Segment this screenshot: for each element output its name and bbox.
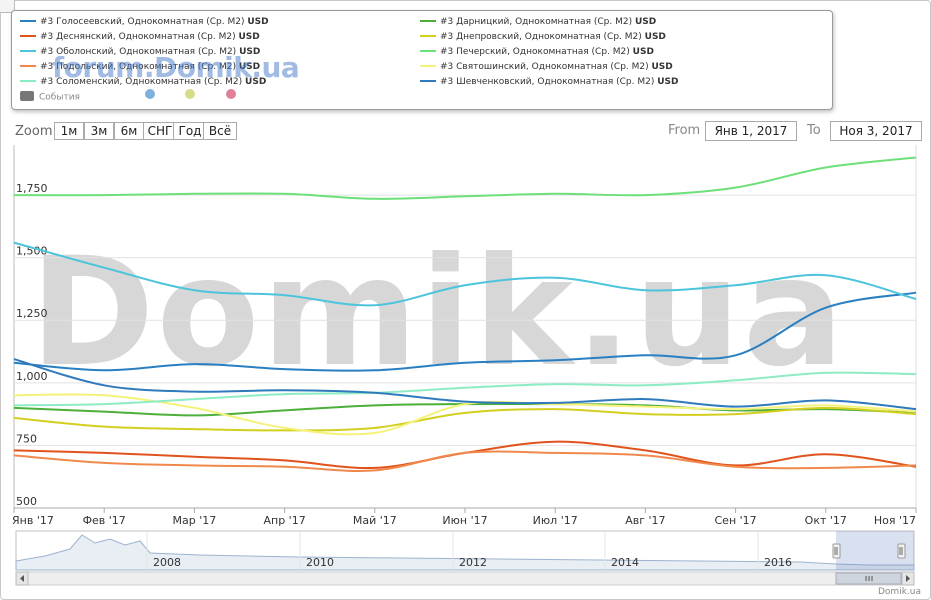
to-label: To bbox=[807, 123, 821, 138]
zoom-all-button[interactable]: Всё bbox=[203, 122, 237, 140]
legend-label: #3 Печерский, Однокомнатная (Ср. М2) bbox=[440, 47, 633, 57]
legend-label: #3 Деснянский, Однокомнатная (Ср. М2) bbox=[40, 32, 239, 42]
credit-link[interactable]: Domik.ua bbox=[878, 587, 921, 597]
zoom-year-button[interactable]: Год bbox=[173, 122, 207, 140]
event-dot-pink[interactable] bbox=[226, 89, 236, 99]
legend-unit: USD bbox=[238, 32, 260, 42]
to-date-input[interactable]: Ноя 3, 2017 bbox=[830, 121, 922, 141]
legend-unit: USD bbox=[632, 47, 654, 57]
legend-label: #3 Святошинский, Однокомнатная (Ср. М2) bbox=[440, 62, 652, 72]
legend-item[interactable]: #3 Оболонский, Однокомнатная (Ср. М2) US… bbox=[20, 47, 260, 58]
event-dot-blue[interactable] bbox=[145, 89, 155, 99]
legend-unit: USD bbox=[247, 17, 269, 27]
legend-swatch bbox=[20, 79, 36, 82]
legend-item[interactable]: #3 Подольский, Однокомнатная (Ср. М2) US… bbox=[20, 62, 260, 73]
events-swatch bbox=[20, 91, 34, 101]
legend-swatch bbox=[20, 49, 36, 52]
event-dot-yellow[interactable] bbox=[185, 89, 195, 99]
from-date-input[interactable]: Янв 1, 2017 bbox=[705, 121, 797, 141]
collapse-tab[interactable] bbox=[0, 0, 15, 13]
zoom-label: Zoom bbox=[15, 124, 53, 139]
legend-unit: USD bbox=[634, 17, 657, 27]
legend-unit: USD bbox=[238, 62, 261, 72]
legend-swatch bbox=[20, 34, 36, 37]
legend-unit: USD bbox=[239, 47, 261, 57]
zoom-1m-button[interactable]: 1м bbox=[54, 122, 84, 140]
legend-item[interactable]: #3 Соломенский, Однокомнатная (Ср. М2) U… bbox=[20, 77, 266, 88]
events-label: События bbox=[39, 92, 80, 103]
legend-swatch bbox=[420, 34, 436, 37]
legend-label: #3 Шевченковский, Однокомнатная (Ср. М2) bbox=[440, 77, 658, 87]
legend-label: #3 Подольский, Однокомнатная (Ср. М2) bbox=[40, 62, 239, 72]
legend-label: #3 Соломенский, Однокомнатная (Ср. М2) bbox=[40, 77, 246, 87]
legend-label: #3 Днепровский, Однокомнатная (Ср. М2) bbox=[440, 32, 645, 42]
legend-item[interactable]: #3 Дарницкий, Однокомнатная (Ср. М2) USD bbox=[420, 17, 656, 28]
zoom-6m-button[interactable]: 6м bbox=[114, 122, 144, 140]
legend-item[interactable]: #3 Святошинский, Однокомнатная (Ср. М2) … bbox=[420, 62, 673, 73]
legend-label: #3 Дарницкий, Однокомнатная (Ср. М2) bbox=[440, 17, 635, 27]
zoom-3m-button[interactable]: 3м bbox=[84, 122, 114, 140]
legend-unit: USD bbox=[245, 77, 267, 87]
legend-events[interactable]: События bbox=[20, 91, 80, 104]
legend-swatch bbox=[420, 49, 436, 52]
legend-unit: USD bbox=[651, 62, 673, 72]
legend-swatch bbox=[420, 79, 436, 82]
legend-swatch bbox=[20, 64, 36, 67]
legend-item[interactable]: #3 Голосеевский, Однокомнатная (Ср. М2) … bbox=[20, 17, 269, 28]
legend-item[interactable]: #3 Деснянский, Однокомнатная (Ср. М2) US… bbox=[20, 32, 260, 43]
legend-item[interactable]: #3 Днепровский, Однокомнатная (Ср. М2) U… bbox=[420, 32, 666, 43]
legend-label: #3 Оболонский, Однокомнатная (Ср. М2) bbox=[40, 47, 240, 57]
legend-item[interactable]: #3 Шевченковский, Однокомнатная (Ср. М2)… bbox=[420, 77, 679, 88]
legend-label: #3 Голосеевский, Однокомнатная (Ср. М2) bbox=[40, 17, 248, 27]
legend-unit: USD bbox=[644, 32, 666, 42]
legend-swatch bbox=[420, 19, 436, 22]
legend: #3 Голосеевский, Однокомнатная (Ср. М2) … bbox=[11, 10, 833, 110]
legend-unit: USD bbox=[657, 77, 679, 87]
zoom-ytd-button[interactable]: СНГ bbox=[143, 122, 177, 140]
from-label: From bbox=[668, 123, 701, 138]
legend-item[interactable]: #3 Печерский, Однокомнатная (Ср. М2) USD bbox=[420, 47, 654, 58]
legend-swatch bbox=[20, 19, 36, 22]
legend-swatch bbox=[420, 64, 436, 67]
